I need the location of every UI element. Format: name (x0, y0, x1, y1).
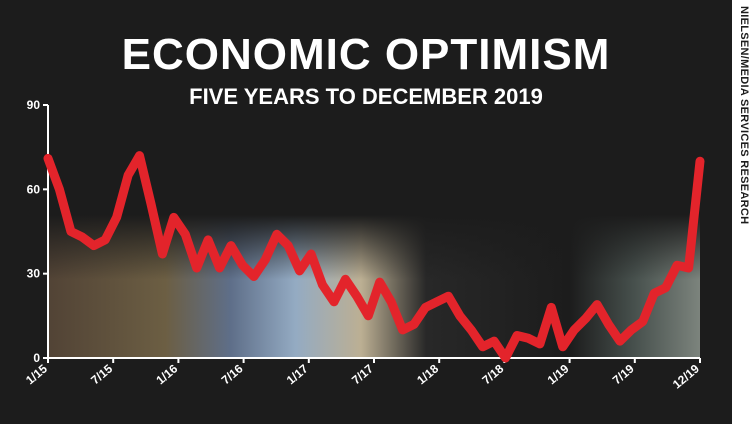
x-tick-label: 7/19 (610, 361, 637, 387)
data-point (618, 340, 621, 343)
x-tick-label: 7/16 (219, 361, 246, 387)
data-point (481, 345, 484, 348)
data-point (230, 244, 232, 247)
data-point (676, 264, 679, 267)
x-tick-label: 7/15 (88, 361, 115, 387)
data-point (699, 160, 701, 163)
data-point (252, 275, 255, 278)
data-point (298, 269, 301, 272)
data-point (447, 295, 450, 298)
chart-subtitle: FIVE YEARS TO DECEMBER 2019 (189, 84, 543, 109)
data-point (550, 306, 553, 309)
data-point (641, 320, 644, 323)
data-point (47, 157, 49, 160)
data-point (172, 216, 175, 219)
data-point (127, 174, 130, 177)
data-point (207, 238, 210, 241)
data-point (607, 323, 610, 326)
data-point (275, 233, 278, 236)
y-tick-label: 90 (27, 98, 41, 112)
chart-title: ECONOMIC OPTIMISM (121, 30, 611, 79)
data-point (115, 216, 118, 219)
data-point (584, 317, 587, 320)
data-point (458, 314, 461, 317)
x-tick-labels: 1/15 7/15 1/16 7/16 1/17 7/17 1/18 7/18 1/19 7/19… (23, 358, 702, 392)
data-point (333, 300, 335, 303)
data-point (573, 328, 576, 331)
data-point (58, 188, 61, 191)
data-point (264, 258, 267, 261)
data-point (321, 283, 324, 286)
data-point (424, 306, 427, 309)
data-point (344, 278, 347, 281)
data-point (310, 253, 313, 255)
x-tick-label: 1/15 (23, 361, 50, 387)
x-tick-label: 12/19 (670, 361, 702, 391)
source-credit: NIELSEN/MEDIA SERVICES RESEARCH (738, 6, 750, 225)
data-point (516, 334, 518, 337)
data-point (390, 300, 393, 303)
y-tick-label: 60 (27, 182, 41, 196)
data-point (195, 267, 198, 269)
data-point (653, 292, 656, 295)
data-point (561, 345, 564, 348)
data-point (435, 300, 438, 303)
series-line-0 (43, 151, 705, 363)
data-point (527, 337, 530, 340)
data-point (149, 202, 152, 205)
x-tick-label: 1/18 (414, 361, 441, 387)
data-point (378, 281, 381, 284)
data-point (596, 303, 599, 306)
data-point (104, 238, 107, 241)
y-tick-label: 30 (27, 267, 41, 281)
data-point (401, 328, 404, 331)
data-point (687, 267, 690, 269)
data-point (241, 264, 244, 267)
x-tick-label: 1/16 (153, 361, 180, 387)
data-point (161, 253, 164, 255)
data-point (413, 323, 415, 326)
data-point (504, 357, 507, 359)
data-point (138, 154, 141, 157)
data-point (92, 244, 95, 247)
data-point (184, 233, 187, 236)
data-point (69, 230, 72, 233)
data-point (367, 314, 370, 317)
data-point (493, 340, 496, 343)
data-point (287, 244, 290, 247)
y-tick-labels: 0 30 60 90 (27, 98, 48, 365)
data-point (218, 267, 221, 269)
data-point (470, 328, 473, 331)
x-tick-label: 1/19 (545, 361, 572, 387)
series-layer (43, 151, 705, 363)
data-point (81, 236, 84, 239)
y-tick-label: 0 (33, 351, 40, 365)
data-point (355, 295, 358, 298)
source-strip (732, 0, 750, 424)
data-point (664, 286, 667, 289)
data-point (538, 342, 541, 345)
x-tick-label: 7/17 (349, 361, 376, 387)
data-point (630, 328, 633, 331)
line-chart: 0 30 60 90 1/15 7/15 1/16 7/16 1/17 7/17 1/18 7/18… (23, 98, 705, 392)
x-tick-label: 1/17 (284, 361, 311, 387)
x-tick-label: 7/18 (479, 361, 506, 387)
